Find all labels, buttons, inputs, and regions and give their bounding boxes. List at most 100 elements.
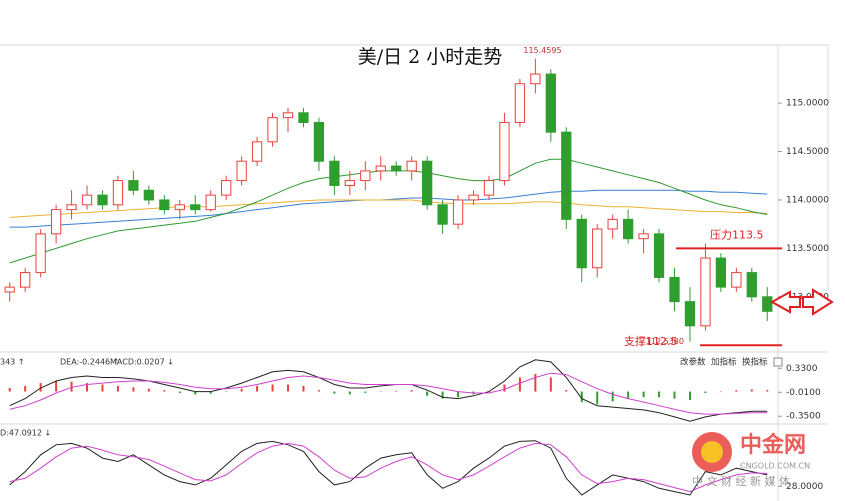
macd-bar xyxy=(364,391,367,393)
macd-bar xyxy=(426,391,429,396)
y-tick-label: 114.0000 xyxy=(786,195,829,205)
macd-bar xyxy=(766,390,769,392)
y-tick-label: 115.0000 xyxy=(786,99,829,109)
y-tick-label: 0.3300 xyxy=(786,364,818,374)
close-button[interactable] xyxy=(773,357,783,367)
indicator-button[interactable]: 换指标 xyxy=(742,357,768,368)
series-line xyxy=(9,440,768,496)
y-tick-label: 28.0000 xyxy=(786,482,823,492)
macd-bar xyxy=(534,373,537,392)
macd-bar xyxy=(395,390,398,392)
macd-bar xyxy=(8,388,11,392)
low-label: 112.5380 xyxy=(646,337,684,346)
y-tick-label: 113.5000 xyxy=(786,244,829,254)
candle-body xyxy=(452,199,464,225)
watermark-name: 中金网 xyxy=(740,432,806,458)
watermark-logo-inner xyxy=(701,441,723,463)
candle-body xyxy=(684,301,696,327)
candle-body xyxy=(66,204,77,211)
candle-body xyxy=(159,199,170,211)
candle-body xyxy=(190,204,201,211)
candle-body xyxy=(514,83,526,123)
macd-bar xyxy=(503,384,506,392)
candle-body xyxy=(422,160,433,206)
candle-body xyxy=(592,228,603,269)
macd-bar xyxy=(457,391,460,398)
candle-body xyxy=(251,141,263,162)
macd-bar xyxy=(719,391,722,393)
macd-bar xyxy=(287,384,290,392)
candle-body xyxy=(499,121,510,182)
macd-bar xyxy=(86,383,89,392)
candle-body xyxy=(700,257,711,327)
candle-body xyxy=(205,194,216,211)
candle-body xyxy=(236,160,247,182)
candle-body xyxy=(282,112,294,119)
series-line xyxy=(9,359,768,422)
candle-body xyxy=(174,204,185,211)
candle-body xyxy=(35,233,46,274)
macd-bar xyxy=(240,388,243,392)
candle-body xyxy=(731,272,742,288)
watermark: 中金网 CNGOLD.COM.CN 中 文 财 经 新 媒 体 xyxy=(692,432,810,488)
macd-bar xyxy=(704,391,707,393)
indicator-button[interactable]: 加指标 xyxy=(711,357,737,368)
macd-bar xyxy=(673,391,676,399)
macd-bar xyxy=(302,385,305,392)
candle-body xyxy=(313,121,325,162)
candle-body xyxy=(576,218,587,269)
macd-bar xyxy=(209,391,212,394)
macd-bar xyxy=(194,391,197,395)
candle-body xyxy=(360,170,371,182)
candle-body xyxy=(406,160,417,172)
candle-body xyxy=(391,165,402,172)
level-label: 支撑112.5 xyxy=(624,334,678,348)
candle-body xyxy=(50,209,62,235)
candle-body xyxy=(622,218,634,240)
macd-bar xyxy=(379,391,382,393)
y-tick-label: 114.5000 xyxy=(786,147,829,157)
candle-body xyxy=(638,233,649,240)
candle-body xyxy=(267,117,278,143)
indicator-legend: DEA:-0.2446 ↑ xyxy=(60,358,119,367)
candle-body xyxy=(468,194,479,201)
macd-bar xyxy=(225,391,228,393)
macd-bar xyxy=(549,377,552,392)
macd-bar xyxy=(565,390,568,392)
candle-body xyxy=(746,272,757,298)
candle-body xyxy=(375,165,386,172)
macd-bar xyxy=(101,384,104,392)
candle-body xyxy=(715,257,727,288)
candle-body xyxy=(97,194,108,206)
candle-body xyxy=(143,189,155,201)
macd-bar xyxy=(348,391,351,395)
watermark-url: CNGOLD.COM.CN xyxy=(740,462,810,471)
y-tick-label: -0.3500 xyxy=(786,412,821,422)
macd-bar xyxy=(441,391,444,399)
indicator-legend: D:47.0912 ↓ xyxy=(0,429,51,438)
candle-body xyxy=(81,194,93,206)
chart-title: 美/日 2 小时走势 xyxy=(358,46,503,68)
macd-bar xyxy=(658,391,661,398)
indicator-button[interactable]: 改参数 xyxy=(680,357,706,368)
candle-body xyxy=(344,180,355,186)
candle-body xyxy=(128,180,139,191)
macd-bar xyxy=(750,389,753,392)
series-line xyxy=(9,158,768,264)
macd-bar xyxy=(735,390,738,392)
arrow-right xyxy=(802,288,834,316)
macd-bar xyxy=(596,391,599,405)
candle-body xyxy=(329,160,340,186)
macd-bar xyxy=(24,385,27,392)
series-line xyxy=(9,442,768,493)
candle-body xyxy=(653,233,665,278)
candle-body xyxy=(545,73,556,133)
candle-body xyxy=(762,296,773,312)
candle-body xyxy=(20,272,31,288)
macd-bar xyxy=(132,387,135,392)
macd-bar xyxy=(642,391,645,398)
candle-body xyxy=(607,218,618,230)
indicator-legend: MACD:0.0207 ↓ xyxy=(110,358,174,367)
candle-body xyxy=(561,131,572,220)
